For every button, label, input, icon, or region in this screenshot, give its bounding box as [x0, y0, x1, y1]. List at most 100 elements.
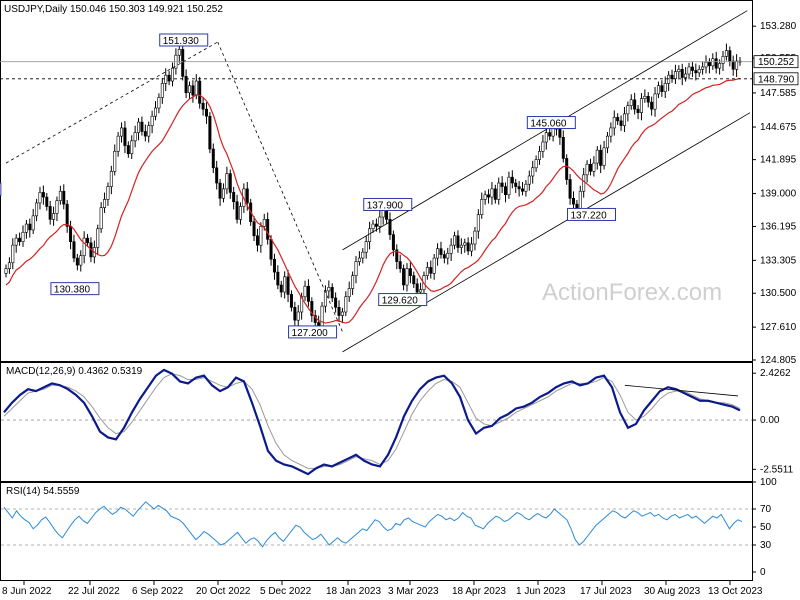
price-annotation-label: 137.220	[571, 210, 608, 221]
candle-body	[626, 105, 630, 115]
price-annotation-label: 127.200	[292, 328, 329, 339]
candle-body	[361, 251, 365, 259]
candle-body	[476, 214, 480, 232]
candle-body	[670, 74, 674, 79]
rsi-tick-label: 50	[760, 522, 772, 533]
candle-body	[521, 188, 525, 192]
x-tick-label: 22 Jul 2022	[68, 586, 120, 597]
candle-body	[402, 268, 406, 286]
candle-body	[718, 63, 722, 69]
candle-body	[41, 192, 45, 198]
candle-body	[487, 194, 491, 198]
candle-body	[371, 223, 375, 230]
candle-body	[599, 149, 603, 166]
candle-body	[228, 173, 232, 193]
candle-body	[28, 223, 32, 231]
macd-tick-label: -2.5511	[760, 464, 794, 475]
candle-body	[398, 261, 402, 269]
candle-body	[463, 242, 467, 246]
candle-body	[140, 121, 144, 132]
macd-panel	[0, 362, 753, 482]
candle-body	[500, 182, 504, 187]
candle-body	[11, 244, 15, 264]
candle-body	[558, 128, 562, 138]
rsi-line	[3, 501, 743, 548]
candle-body	[184, 76, 188, 94]
candle-body	[52, 213, 56, 220]
x-tick-label: 1 Jun 2023	[516, 586, 566, 597]
price-tick-label: 139.000	[760, 189, 797, 200]
rsi-panel	[0, 482, 753, 581]
candle-body	[707, 61, 711, 67]
candle-body	[459, 244, 463, 248]
price-annotation-box	[378, 293, 428, 307]
x-tick-label: 8 Jun 2022	[2, 586, 52, 597]
price-tick-label: 153.280	[760, 21, 797, 32]
candle-body	[473, 230, 477, 245]
candle-body	[687, 66, 691, 75]
candle-body	[7, 262, 11, 269]
candle-body	[106, 186, 110, 200]
candle-body	[701, 66, 705, 70]
candle-body	[697, 69, 701, 74]
candle-body	[541, 141, 545, 152]
candle-body	[619, 120, 623, 126]
candle-body	[14, 237, 18, 246]
candle-body	[86, 237, 90, 244]
candle-body	[38, 192, 42, 204]
candle-body	[147, 125, 151, 137]
candle-body	[357, 257, 361, 262]
candle-body	[330, 287, 334, 299]
price-tick-label: 124.805	[760, 355, 797, 366]
candle-body	[208, 115, 212, 150]
candle-body	[347, 288, 351, 298]
candle-body	[582, 174, 586, 192]
candle-body	[721, 56, 725, 64]
candle-body	[293, 307, 297, 321]
candle-body	[636, 108, 640, 113]
candle-body	[378, 216, 382, 227]
candle-body	[514, 182, 518, 187]
candle-body	[221, 188, 225, 199]
candle-body	[517, 186, 521, 190]
candle-body	[72, 241, 76, 259]
candle-body	[714, 58, 718, 69]
candle-body	[116, 135, 120, 152]
candle-body	[204, 108, 208, 117]
candle-body	[646, 95, 650, 103]
x-tick-label: 6 Sep 2022	[132, 586, 184, 597]
candle-body	[137, 121, 141, 133]
x-tick-label: 13 Oct 2023	[708, 586, 763, 597]
candle-body	[439, 248, 443, 255]
candle-body	[527, 175, 531, 185]
candle-body	[133, 132, 137, 142]
rsi-tick-label: 30	[760, 540, 772, 551]
candle-body	[565, 158, 569, 180]
price-tick-label: 130.500	[760, 288, 797, 299]
candle-body	[340, 311, 344, 316]
candle-body	[58, 190, 62, 201]
candle-body	[164, 74, 168, 84]
candle-body	[157, 97, 161, 109]
candle-body	[388, 219, 392, 235]
candle-body	[694, 70, 698, 74]
candle-body	[109, 171, 113, 187]
candle-body	[211, 148, 215, 169]
candle-body	[130, 140, 134, 155]
candle-body	[497, 182, 501, 200]
candle-body	[673, 71, 677, 79]
candle-body	[524, 183, 528, 192]
candle-body	[21, 231, 25, 242]
x-tick-label: 18 Jan 2023	[326, 586, 381, 597]
price-annotation-label: 130.380	[54, 285, 91, 296]
candle-body	[578, 190, 582, 211]
candle-body	[405, 268, 409, 286]
price-tick-label: 136.195	[760, 221, 797, 232]
candle-body	[181, 49, 185, 77]
candle-body	[255, 235, 259, 246]
price-tick-label: 147.585	[760, 88, 797, 99]
price-annotation-box	[50, 282, 100, 296]
candle-body	[323, 290, 327, 307]
candle-body	[320, 305, 324, 327]
current-price-tag-label: 150.252	[758, 57, 795, 68]
